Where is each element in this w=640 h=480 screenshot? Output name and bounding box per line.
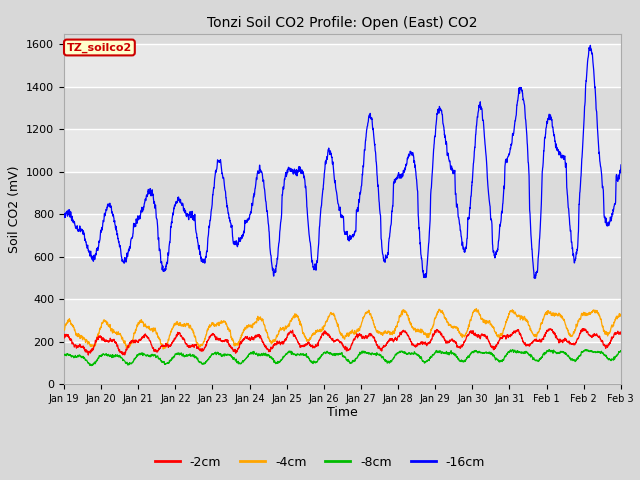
- Bar: [64, 34, 621, 44]
- Y-axis label: Soil CO2 (mV): Soil CO2 (mV): [8, 165, 20, 252]
- Text: TZ_soilco2: TZ_soilco2: [67, 42, 132, 53]
- Bar: [64, 172, 621, 214]
- Bar: [64, 257, 621, 299]
- X-axis label: Time: Time: [327, 407, 358, 420]
- Legend: -2cm, -4cm, -8cm, -16cm: -2cm, -4cm, -8cm, -16cm: [150, 451, 490, 474]
- Bar: [64, 342, 621, 384]
- Title: Tonzi Soil CO2 Profile: Open (East) CO2: Tonzi Soil CO2 Profile: Open (East) CO2: [207, 16, 477, 30]
- Bar: [64, 87, 621, 129]
